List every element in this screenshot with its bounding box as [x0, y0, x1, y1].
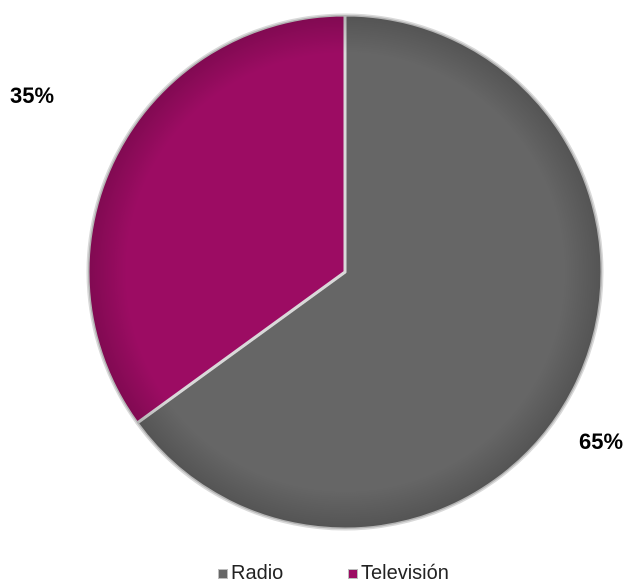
legend-item-television: Televisión — [348, 562, 449, 585]
data-label-television: 35% — [10, 83, 54, 108]
legend-label-television: Televisión — [361, 562, 449, 584]
legend-swatch-radio — [218, 568, 228, 579]
legend-swatch-television — [348, 568, 358, 579]
legend-item-radio: Radio — [218, 562, 283, 585]
legend-label-radio: Radio — [231, 562, 284, 584]
data-label-radio: 65% — [579, 429, 623, 454]
legend: Radio Televisión — [0, 562, 631, 588]
